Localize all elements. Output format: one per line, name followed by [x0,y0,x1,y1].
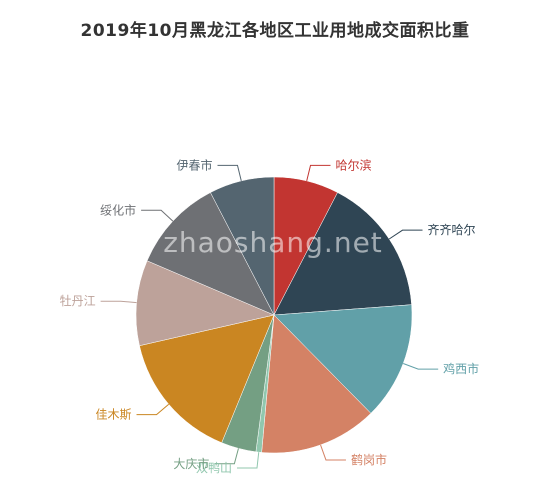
leader-line-4 [236,452,260,469]
slice-label-4: 双鸭山 [196,461,232,475]
slice-label-1: 齐齐哈尔 [428,222,476,237]
slice-label-2: 鸡西市 [443,361,479,376]
leader-line-2 [403,363,439,370]
slice-label-6: 佳木斯 [96,408,132,422]
pie-slices [135,176,413,454]
pie-slice-9[interactable] [210,176,275,316]
slice-label-0: 哈尔滨 [336,157,372,172]
leader-line-0 [306,164,331,182]
pie-slice-3[interactable] [261,314,372,454]
label-leader-lines [100,164,439,469]
leader-line-6 [136,403,170,416]
leader-line-8 [141,209,174,222]
leader-line-9 [217,164,242,182]
pie-slice-6[interactable] [139,314,275,444]
leader-line-1 [388,229,423,240]
watermark: zhaoshang.net [163,226,383,259]
leader-line-3 [320,444,346,461]
pie-slice-7[interactable] [135,260,275,347]
slice-label-8: 绥化市 [100,202,136,217]
slice-label-5: 大庆市 [173,456,209,471]
slice-label-7: 牡丹江 [60,293,96,308]
leader-line-7 [100,300,137,304]
chart-title: 2019年10月黑龙江各地区工业用地成交面积比重 [80,21,470,41]
slice-label-9: 伊春市 [176,157,212,172]
pie-slice-1[interactable] [273,192,412,316]
slice-label-3: 鹤岗市 [351,452,387,467]
pie-slice-2[interactable] [273,304,413,414]
leader-line-5 [214,448,239,465]
